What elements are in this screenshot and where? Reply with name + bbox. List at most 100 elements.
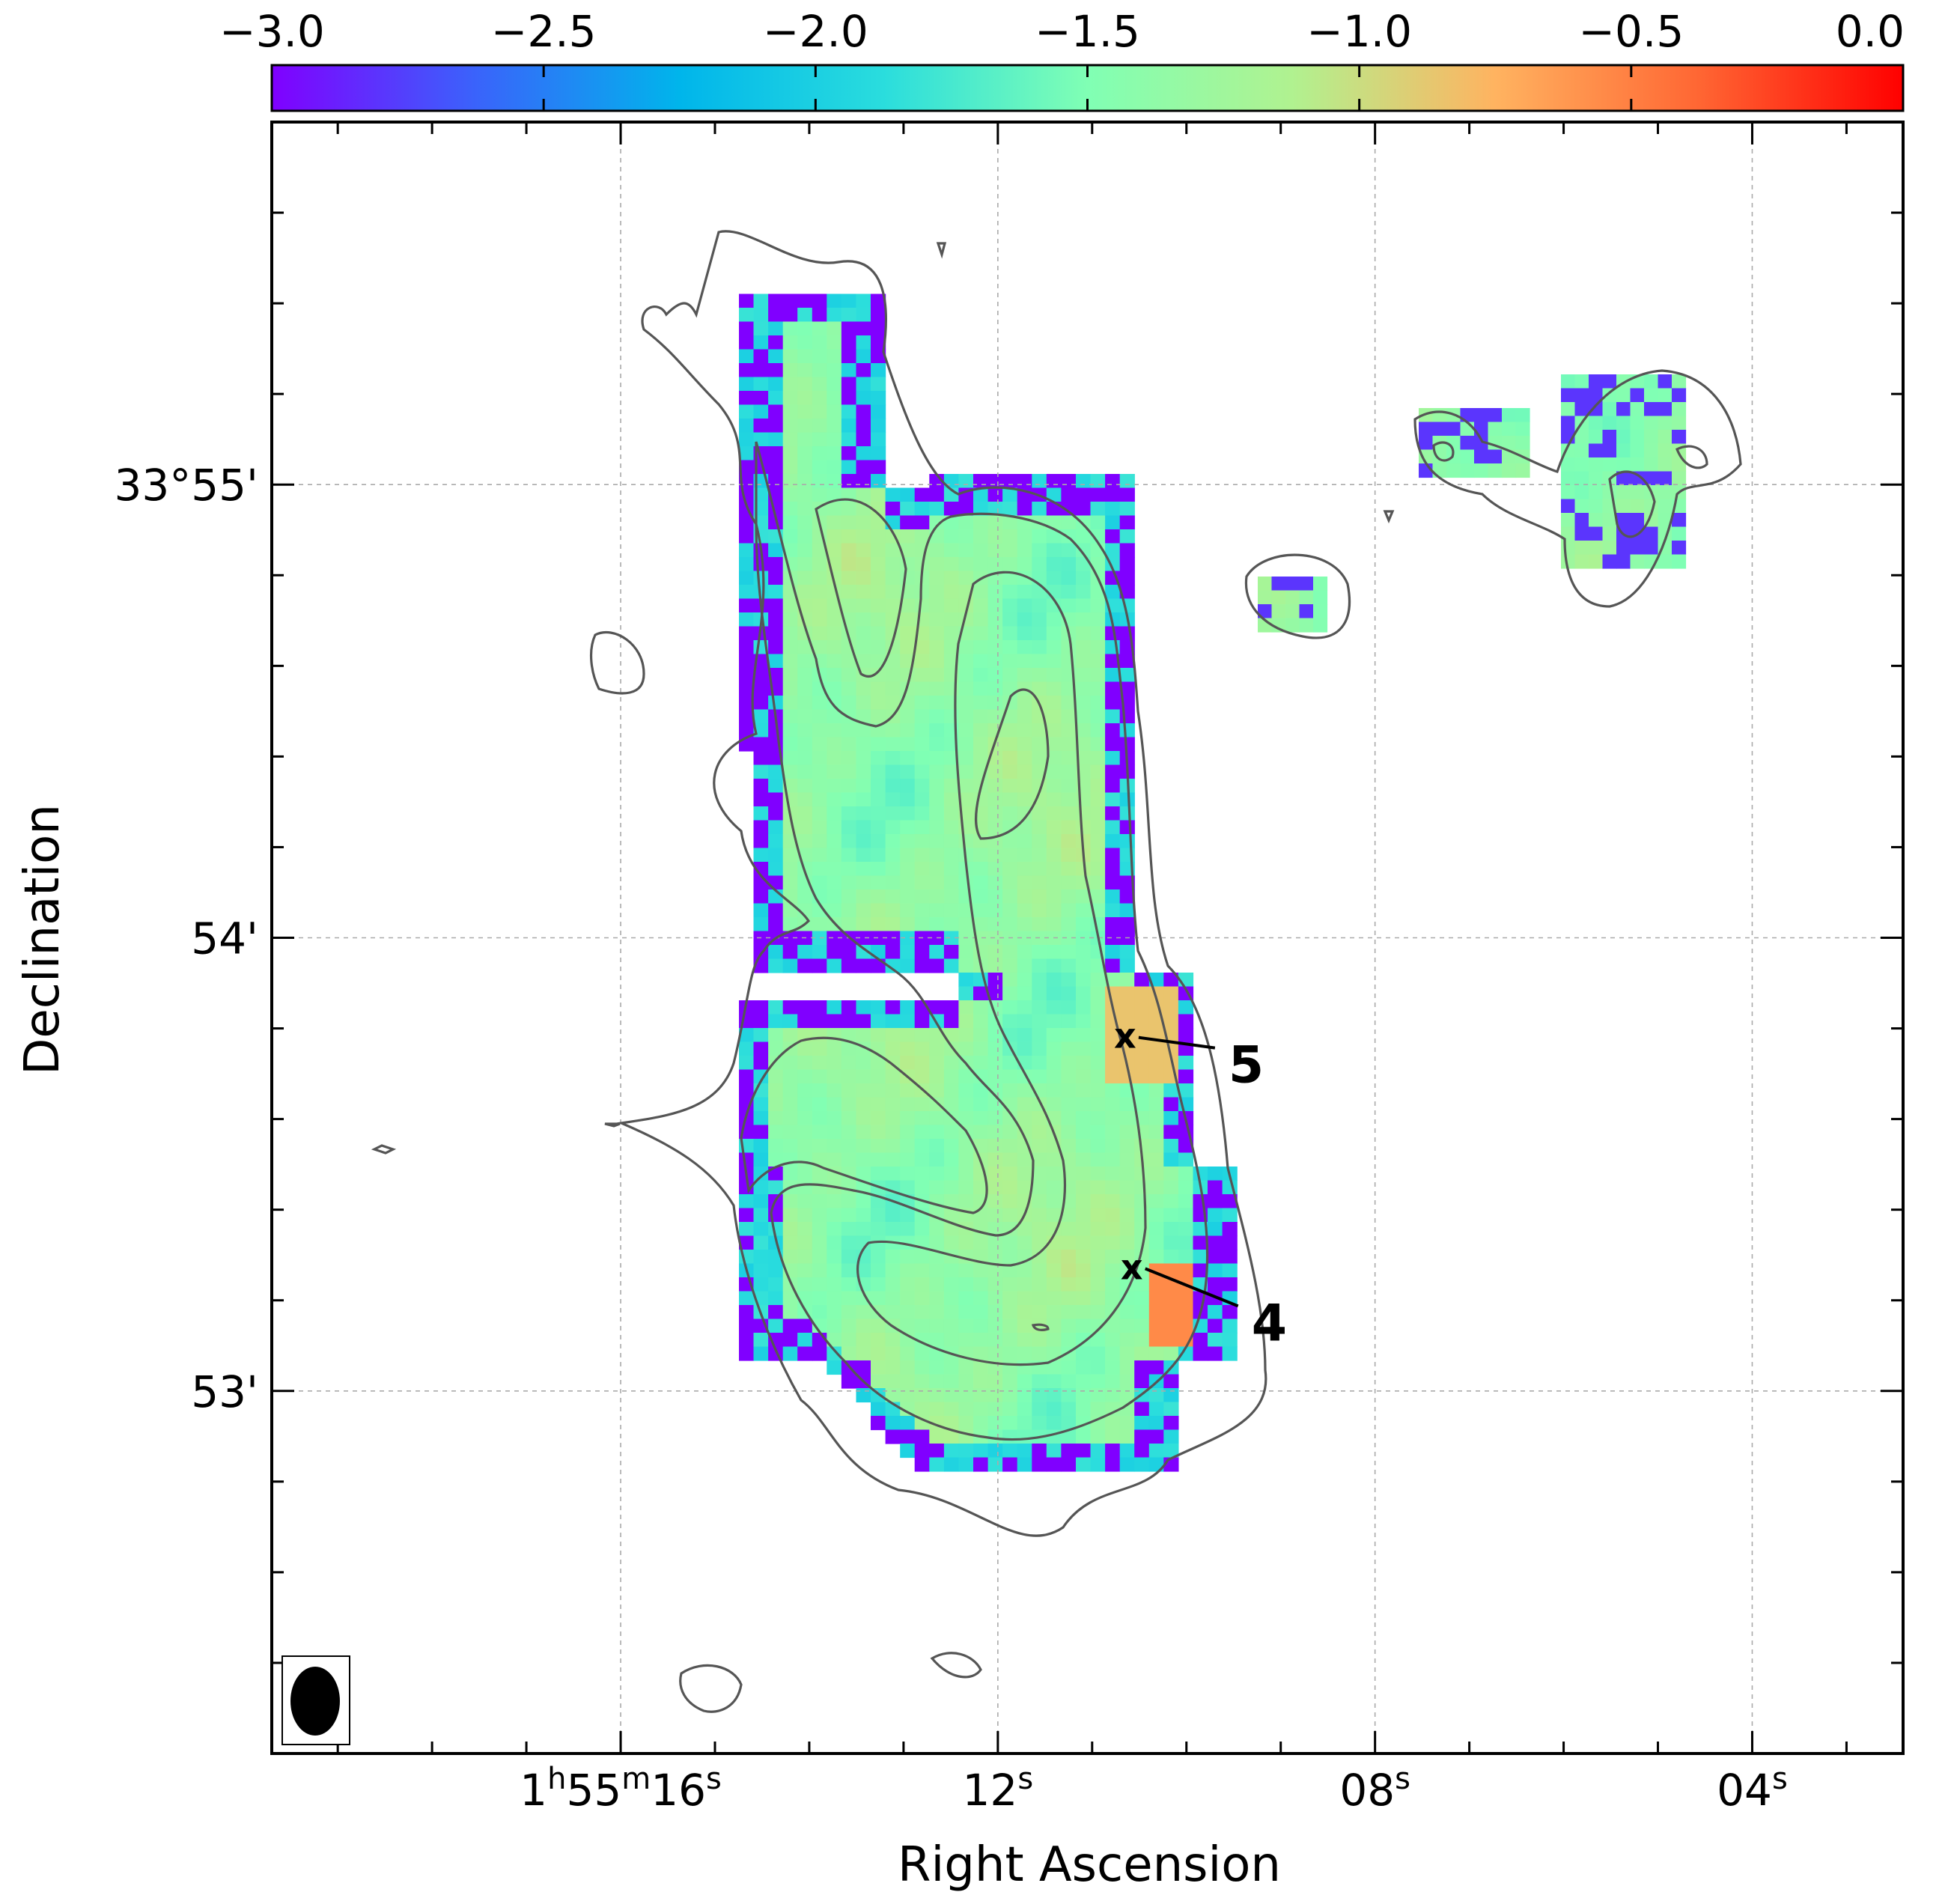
map-pixel: [1017, 806, 1032, 821]
map-pixel: [1616, 416, 1631, 431]
map-pixel: [871, 1028, 886, 1043]
map-pixel: [958, 474, 974, 489]
map-pixel: [1105, 1277, 1121, 1292]
map-pixel: [943, 1416, 960, 1431]
map-pixel: [1134, 1277, 1150, 1292]
map-pixel: [797, 1235, 813, 1250]
map-pixel: [885, 958, 901, 973]
map-pixel: [1061, 543, 1077, 558]
map-pixel: [1076, 543, 1092, 558]
map-pixel: [1134, 1180, 1150, 1195]
map-pixel: [943, 779, 960, 794]
map-pixel: [1148, 1318, 1164, 1333]
map-pixel: [1061, 1139, 1077, 1154]
map-pixel: [1119, 1263, 1135, 1278]
map-pixel: [1017, 585, 1032, 600]
map-pixel: [900, 903, 916, 918]
map-pixel: [1589, 443, 1604, 458]
map-pixel: [1090, 1250, 1106, 1265]
map-pixel: [827, 806, 842, 821]
map-pixel: [1032, 474, 1047, 489]
map-pixel: [1193, 1333, 1208, 1348]
map-pixel: [1658, 457, 1672, 472]
map-pixel: [768, 1318, 784, 1333]
map-pixel: [929, 1388, 945, 1403]
map-pixel: [1061, 654, 1077, 669]
map-pixel: [739, 1028, 755, 1043]
map-pixel: [768, 1000, 784, 1015]
map-pixel: [973, 1416, 989, 1431]
map-pixel: [929, 820, 945, 835]
map-pixel: [871, 1208, 886, 1223]
map-pixel: [987, 945, 1003, 960]
map-pixel: [812, 419, 827, 434]
map-pixel: [973, 1235, 989, 1250]
map-pixel: [1002, 515, 1018, 530]
map-pixel: [1474, 436, 1489, 451]
map-pixel: [1017, 834, 1032, 849]
map-pixel: [1046, 1416, 1062, 1431]
map-pixel: [841, 1208, 857, 1223]
map-pixel: [827, 308, 842, 323]
map-pixel: [914, 806, 930, 821]
map-pixel: [885, 1346, 901, 1361]
map-pixel: [987, 696, 1003, 711]
map-pixel: [929, 640, 945, 655]
map-pixel: [1574, 457, 1589, 472]
map-pixel: [739, 1194, 755, 1209]
map-pixel: [797, 1346, 813, 1361]
map-pixel: [841, 1194, 857, 1209]
map-pixel: [739, 571, 755, 586]
map-pixel: [900, 571, 916, 586]
map-pixel: [1002, 502, 1018, 517]
map-pixel: [841, 474, 857, 489]
map-pixel: [768, 737, 784, 752]
map-pixel: [1076, 1139, 1092, 1154]
map-pixel: [1105, 1139, 1121, 1154]
map-pixel: [1178, 1139, 1194, 1154]
map-pixel: [1090, 1235, 1106, 1250]
map-pixel: [987, 654, 1003, 669]
map-pixel: [782, 917, 798, 932]
map-pixel: [812, 764, 827, 779]
map-pixel: [1002, 474, 1018, 489]
map-pixel: [914, 862, 930, 877]
map-pixel: [856, 1222, 871, 1237]
map-pixel: [958, 764, 974, 779]
contour-line: [1244, 553, 1351, 639]
map-pixel: [1148, 1429, 1164, 1444]
map-pixel: [1090, 1111, 1106, 1126]
map-pixel: [1017, 1152, 1032, 1167]
map-pixel: [1002, 779, 1018, 794]
map-pixel: [914, 1346, 930, 1361]
map-pixel: [753, 1222, 769, 1237]
map-pixel: [856, 1152, 871, 1167]
map-pixel: [987, 681, 1003, 696]
map-pixel: [943, 1152, 960, 1167]
map-pixel: [1644, 541, 1659, 556]
map-pixel: [1105, 1346, 1121, 1361]
map-pixel: [856, 1235, 871, 1250]
map-pixel: [914, 1457, 930, 1472]
map-pixel: [841, 446, 857, 461]
map-pixel: [797, 1180, 813, 1195]
map-pixel: [1046, 1194, 1062, 1209]
map-pixel: [1148, 1333, 1164, 1348]
map-pixel: [1061, 1277, 1077, 1292]
map-pixel: [1002, 973, 1018, 988]
map-pixel: [1017, 848, 1032, 863]
map-pixel: [797, 1333, 813, 1348]
map-pixel: [1061, 1208, 1077, 1223]
map-pixel: [768, 626, 784, 641]
map-pixel: [1076, 1125, 1092, 1140]
map-pixel: [797, 474, 813, 489]
map-pixel: [1002, 1416, 1018, 1431]
map-pixel: [1105, 502, 1121, 517]
map-pixel: [973, 1028, 989, 1043]
map-pixel: [753, 1167, 769, 1181]
map-pixel: [812, 377, 827, 392]
map-pixel: [973, 1014, 989, 1029]
map-pixel: [1163, 1388, 1179, 1403]
map-pixel: [797, 308, 813, 323]
map-pixel: [885, 1416, 901, 1431]
